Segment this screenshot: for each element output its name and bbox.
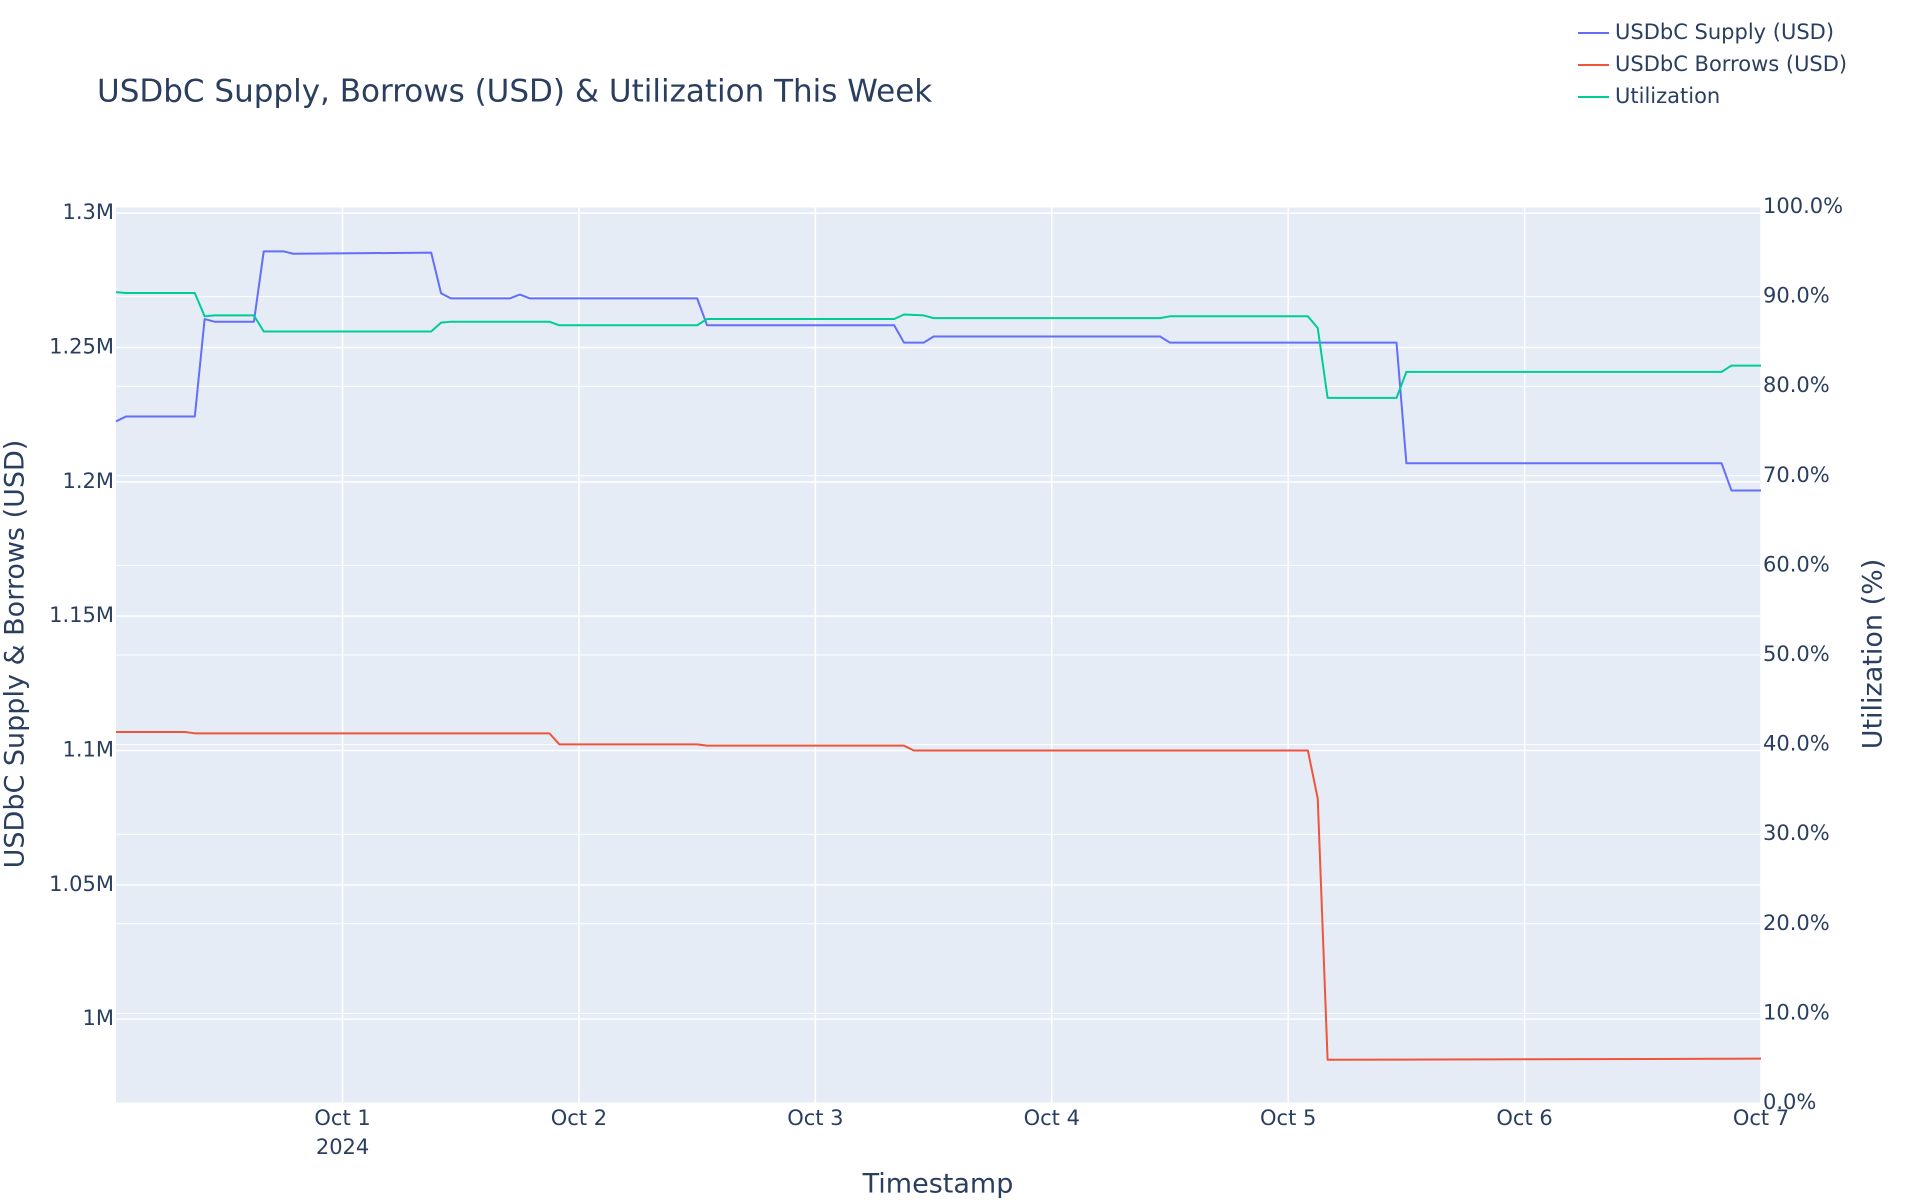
y2-tick-label: 70.0% <box>1763 463 1830 487</box>
y-axis-title: USDbC Supply & Borrows (USD) <box>0 440 31 869</box>
y2-tick-label: 60.0% <box>1763 552 1830 576</box>
x-tick-label: Oct 7 <box>1733 1106 1789 1130</box>
x-tick-label: Oct 4 <box>1024 1106 1080 1130</box>
legend-label: USDbC Borrows (USD) <box>1615 52 1847 76</box>
x-tick-year: 2024 <box>316 1135 369 1159</box>
x-tick-label: Oct 1 <box>314 1106 370 1130</box>
x-tick-label: Oct 2 <box>551 1106 607 1130</box>
legend-label: Utilization <box>1615 84 1720 108</box>
x-tick-label: Oct 5 <box>1260 1106 1316 1130</box>
x-tick-label: Oct 6 <box>1496 1106 1552 1130</box>
y-tick-label: 1.25M <box>49 335 114 359</box>
series-line <box>115 250 1761 492</box>
y2-tick-label: 90.0% <box>1763 284 1830 308</box>
y-tick-label: 1.05M <box>49 872 114 896</box>
y2-tick-label: 100.0% <box>1763 194 1843 218</box>
y2-tick-label: 0.0% <box>1763 1090 1816 1114</box>
series-line <box>115 291 1761 399</box>
x-axis-title: Timestamp <box>862 1169 1014 1200</box>
y-tick-label: 1.2M <box>62 469 114 493</box>
y2-tick-label: 30.0% <box>1763 821 1830 845</box>
y-tick-label: 1.1M <box>62 738 114 762</box>
y-tick-label: 1.15M <box>49 603 114 627</box>
chart-title: USDbC Supply, Borrows (USD) & Utilizatio… <box>97 74 932 110</box>
y2-tick-label: 50.0% <box>1763 642 1830 666</box>
y2-tick-label: 10.0% <box>1763 1000 1830 1024</box>
y2-axis-title: Utilization (%) <box>1858 559 1889 750</box>
series-line <box>116 730 1762 1061</box>
y2-tick-label: 40.0% <box>1763 732 1830 756</box>
x-tick-label: Oct 3 <box>787 1106 843 1130</box>
legend-label: USDbC Supply (USD) <box>1615 20 1834 44</box>
y2-tick-label: 20.0% <box>1763 911 1830 935</box>
y2-tick-label: 80.0% <box>1763 373 1830 397</box>
y-tick-label: 1.3M <box>62 200 114 224</box>
y-tick-label: 1M <box>83 1006 114 1030</box>
